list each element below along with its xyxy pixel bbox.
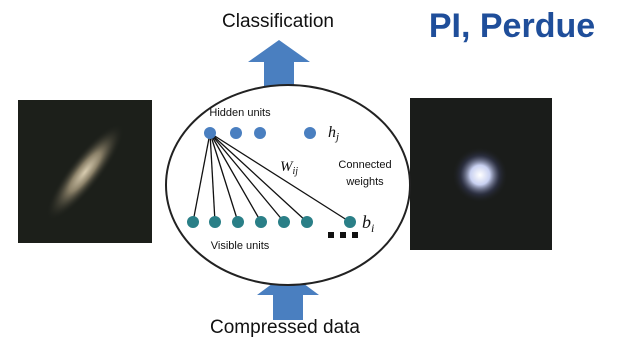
ellipsis-dots — [328, 232, 358, 238]
footer-label: Compressed data — [210, 317, 360, 338]
hidden-label: Hidden units — [209, 107, 271, 119]
weights-label: weights — [345, 176, 384, 188]
badge: PI, Perdue — [429, 7, 595, 45]
weights-label: Connected — [338, 159, 391, 171]
galaxy-image-left — [18, 100, 152, 243]
title: Classification — [222, 11, 334, 32]
visible-label: Visible units — [211, 240, 270, 252]
diagram: Classification PI, Perdue Compressed dat… — [0, 0, 629, 345]
galaxy-image-right — [410, 98, 552, 250]
